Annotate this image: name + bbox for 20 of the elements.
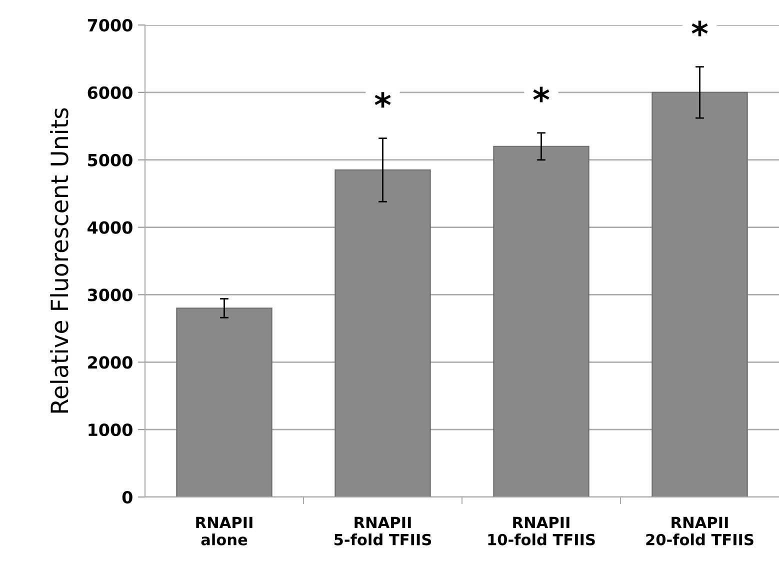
y-tick-label: 4000: [88, 221, 132, 234]
bar: [176, 308, 272, 497]
x-tick-label: RNAPII alone: [196, 516, 252, 546]
annotation: *: [533, 86, 550, 102]
y-tick-label: 0: [122, 490, 132, 504]
bar: [493, 146, 590, 497]
y-tick-label: 7000: [88, 18, 132, 32]
y-tick-label: 5000: [88, 154, 132, 166]
x-tick-label: RNAPII 10-fold TFIIS: [488, 516, 595, 546]
y-tick-label: 3000: [88, 288, 132, 302]
x-tick-label: RNAPII 20-fold TFIIS: [646, 516, 754, 546]
bar: [652, 92, 748, 497]
annotation: *: [374, 92, 391, 108]
y-axis-title: Relative Fluorescent Units: [50, 108, 68, 413]
y-tick-label: 6000: [88, 86, 132, 99]
annotation: *: [692, 20, 708, 36]
x-tick-label: RNAPII 5-fold TFIIS: [334, 516, 432, 546]
bar: [334, 169, 431, 497]
y-tick-label: 1000: [88, 424, 132, 436]
y-tick-label: 2000: [88, 356, 132, 369]
